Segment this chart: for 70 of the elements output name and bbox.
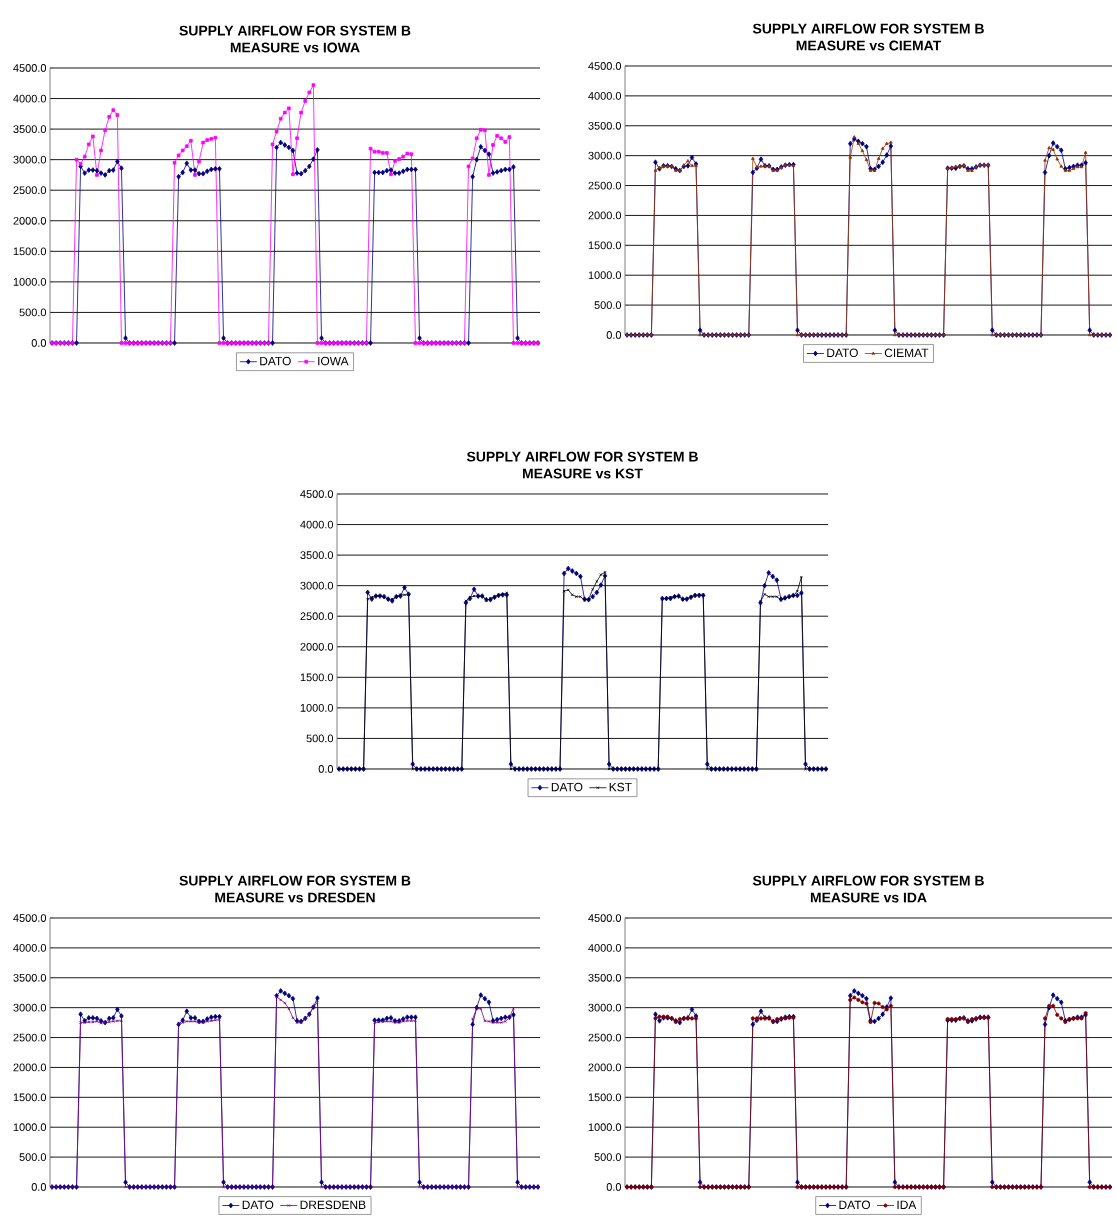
y-tick-label: 4000.0: [13, 944, 47, 952]
y-tick-label: 3000.0: [588, 1003, 622, 1012]
y-tick-label: 1000.0: [13, 1123, 47, 1132]
y-tick-label: 500.0: [594, 1153, 622, 1161]
y-tick-label: 2500.0: [588, 181, 622, 190]
chart-subtitle: MEASURE vs KST: [522, 468, 643, 479]
y-tick-label: 4500.0: [588, 62, 622, 70]
chart-title: SUPPLY AIRFLOW FOR SYSTEM B: [752, 875, 984, 886]
y-tick-label: 3500.0: [300, 551, 334, 559]
y-tick-label: 3500.0: [13, 125, 47, 133]
y-tick-label: 2000.0: [300, 642, 334, 651]
y-tick-label: 1000.0: [588, 1123, 622, 1132]
y-tick-label: 500.0: [306, 734, 334, 743]
legend-label: DATO: [827, 348, 858, 358]
y-tick-label: 1000.0: [13, 278, 47, 286]
y-tick-label: 4500.0: [300, 490, 334, 498]
y-tick-label: 4500.0: [13, 914, 47, 922]
y-tick-label: 4000.0: [588, 944, 622, 952]
y-tick-label: 3000.0: [13, 155, 47, 164]
y-tick-label: 2000.0: [588, 211, 622, 220]
chart-subtitle: MEASURE vs DRESDEN: [215, 892, 375, 903]
y-tick-label: 0.0: [31, 1183, 47, 1191]
y-tick-label: 500.0: [19, 308, 47, 317]
y-tick-label: 2500.0: [13, 1033, 47, 1042]
chart-subtitle: MEASURE vs IDA: [810, 892, 927, 903]
y-tick-label: 0.0: [318, 765, 334, 773]
legend-label: IDA: [897, 1200, 917, 1209]
legend-label: DATO: [551, 782, 583, 792]
y-tick-label: 2000.0: [13, 216, 47, 225]
chart-subtitle: MEASURE vs IOWA: [230, 42, 360, 53]
y-tick-label: 3000.0: [300, 581, 334, 590]
chart-title: SUPPLY AIRFLOW FOR SYSTEM B: [466, 451, 698, 462]
y-tick-label: 4000.0: [300, 520, 334, 529]
y-tick-label: 1500.0: [588, 241, 622, 250]
legend-label: DATO: [839, 1200, 871, 1210]
y-tick-label: 0.0: [606, 331, 622, 339]
legend-label: KST: [609, 782, 632, 792]
y-tick-label: 2000.0: [13, 1063, 47, 1072]
y-tick-label: 0.0: [606, 1183, 622, 1191]
legend-label: CIEMAT: [884, 348, 929, 358]
legend-label: DATO: [242, 1200, 274, 1210]
y-tick-label: 2500.0: [300, 612, 334, 621]
y-tick-label: 3500.0: [13, 973, 47, 982]
y-tick-label: 3500.0: [588, 121, 622, 130]
y-tick-label: 4500.0: [588, 914, 622, 922]
y-tick-label: 2000.0: [588, 1063, 622, 1072]
legend-label: DATO: [260, 356, 291, 366]
y-tick-label: 1500.0: [13, 1093, 47, 1102]
y-tick-label: 4500.0: [13, 64, 47, 72]
y-tick-label: 0.0: [31, 339, 47, 347]
y-tick-label: 4000.0: [588, 92, 622, 100]
y-tick-label: 3000.0: [588, 151, 622, 160]
y-tick-label: 1000.0: [300, 704, 334, 712]
y-tick-label: 500.0: [594, 301, 622, 309]
chart-title: SUPPLY AIRFLOW FOR SYSTEM B: [179, 25, 411, 36]
chart-title: SUPPLY AIRFLOW FOR SYSTEM B: [179, 875, 411, 886]
y-tick-label: 2500.0: [588, 1033, 622, 1042]
y-tick-label: 3500.0: [588, 973, 622, 982]
chart-subtitle: MEASURE vs CIEMAT: [796, 40, 942, 51]
legend-label: IOWA: [318, 356, 349, 366]
chart-title: SUPPLY AIRFLOW FOR SYSTEM B: [752, 23, 984, 34]
legend-label: DRESDENB: [300, 1200, 366, 1210]
y-tick-label: 1500.0: [588, 1093, 622, 1102]
y-tick-label: 500.0: [19, 1153, 47, 1161]
y-tick-label: 3000.0: [13, 1003, 47, 1012]
y-tick-label: 1000.0: [588, 271, 622, 280]
y-tick-label: 1500.0: [300, 673, 334, 682]
y-tick-label: 1500.0: [13, 247, 47, 256]
y-tick-label: 4000.0: [13, 94, 47, 103]
y-tick-label: 2500.0: [13, 186, 47, 195]
